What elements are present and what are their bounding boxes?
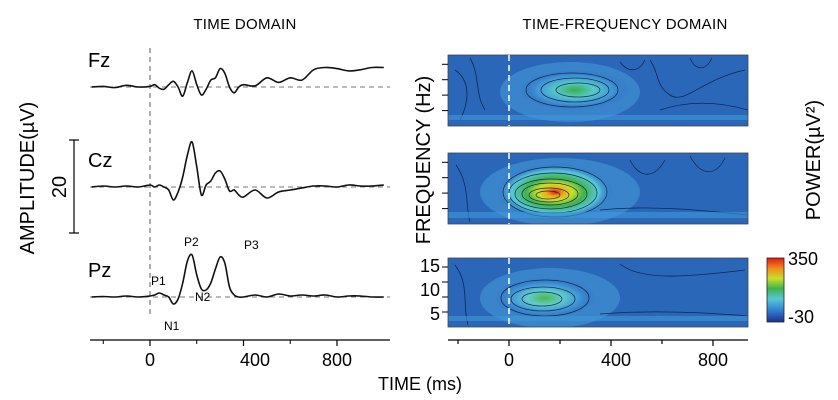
tf-panel-fz: [448, 55, 748, 126]
td-tick-400: 400: [240, 350, 270, 370]
colorbar-min-label: -30: [788, 307, 814, 327]
colorbar-max-label: 350: [788, 249, 818, 269]
tf-frame-fz: [447, 54, 749, 127]
tf-frame-cz: [447, 152, 749, 225]
tf-xtick-800: 800: [698, 350, 728, 370]
td-tick-0: 0: [145, 350, 155, 370]
tf-ytick-10: 10: [420, 280, 440, 300]
tf-panel-cz: [448, 153, 748, 224]
tf-xtick-0: 0: [504, 350, 514, 370]
tf-domain-title: TIME-FREQUENCY DOMAIN: [522, 16, 727, 33]
x-axis-label: TIME (ms): [378, 374, 462, 394]
scale-bar-label: 20: [49, 176, 71, 198]
channel-label-cz: Cz: [88, 150, 112, 172]
time-domain-plot: Fz Cz Pz P1 N1 P2 N2 P3 0 400 800 20 AMP…: [17, 48, 390, 370]
erp-trace-fz: [91, 66, 384, 97]
amplitude-label: AMPLITUDE(µV): [17, 102, 39, 255]
peak-label-n2: N2: [195, 290, 211, 304]
tf-ytick-5: 5: [430, 304, 440, 324]
tf-panel-pz: [448, 258, 748, 327]
tf-frame-pz: [447, 257, 749, 328]
frequency-label: FREQUENCY (Hz): [413, 76, 435, 245]
colorbar: [766, 257, 785, 323]
peak-label-p1: P1: [151, 274, 166, 288]
peak-label-p2: P2: [184, 235, 199, 249]
channel-label-fz: Fz: [88, 50, 110, 72]
erp-trace-cz: [91, 140, 384, 201]
power-label: POWER(µV²): [803, 100, 825, 220]
time-domain-title: TIME DOMAIN: [193, 16, 296, 33]
erp-trace-pz: [91, 253, 384, 305]
peak-label-p3: P3: [244, 238, 259, 252]
channel-label-pz: Pz: [88, 260, 111, 282]
time-frequency-plot: 15 10 5 0 400 800 FREQUENCY (Hz) 350 -30…: [413, 54, 825, 370]
tf-xtick-400: 400: [601, 350, 631, 370]
td-tick-800: 800: [322, 350, 352, 370]
peak-label-n1: N1: [164, 319, 180, 333]
tf-ytick-15: 15: [420, 256, 440, 276]
